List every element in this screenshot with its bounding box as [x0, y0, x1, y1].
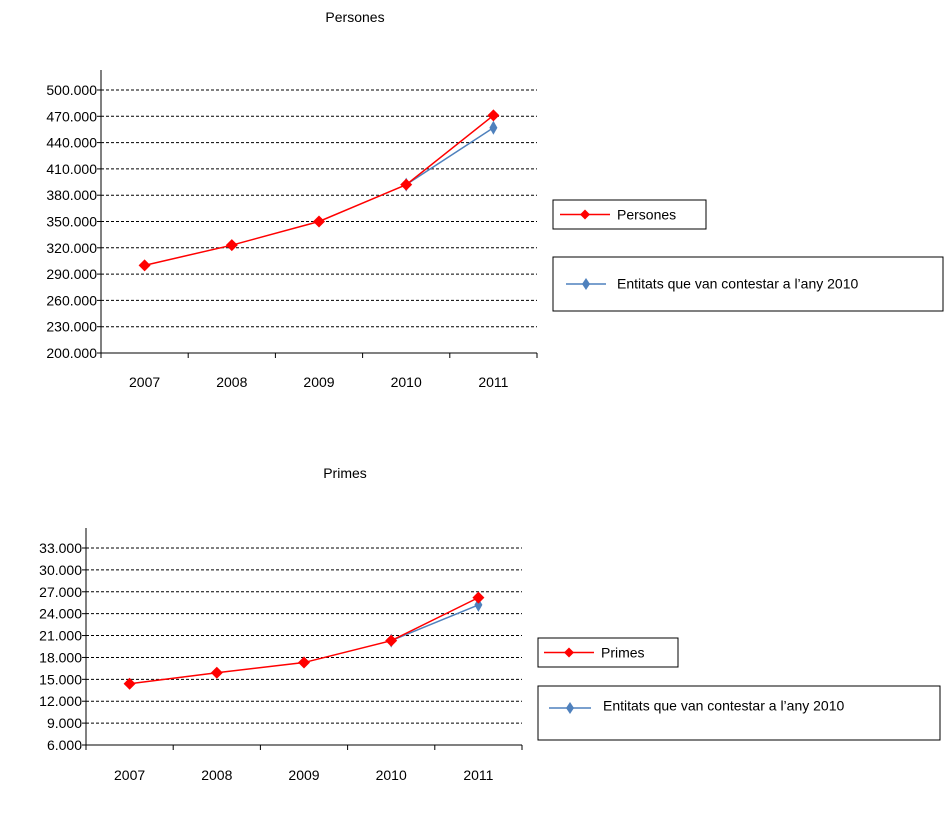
series-line: [406, 128, 493, 185]
x-tick-label: 2007: [129, 374, 160, 390]
y-tick-label: 15.000: [39, 671, 82, 687]
data-point: [489, 121, 497, 135]
y-tick-label: 18.000: [39, 649, 82, 665]
x-tick-label: 2007: [114, 767, 145, 783]
x-tick-label: 2008: [216, 374, 247, 390]
y-tick-label: 320.000: [46, 240, 97, 256]
data-point: [472, 592, 484, 604]
data-point: [211, 667, 223, 679]
data-point: [313, 216, 325, 228]
x-tick-label: 2009: [288, 767, 319, 783]
y-tick-label: 27.000: [39, 584, 82, 600]
x-tick-label: 2009: [303, 374, 334, 390]
y-tick-label: 30.000: [39, 562, 82, 578]
x-tick-label: 2008: [201, 767, 232, 783]
x-tick-label: 2011: [478, 374, 508, 390]
x-tick-label: 2010: [376, 767, 407, 783]
chart-title: Persones: [325, 9, 384, 25]
legend-label-2010: Entitats que van contestar a l’any 2010: [617, 276, 858, 292]
x-tick-label: 2010: [391, 374, 422, 390]
series-line: [391, 605, 478, 641]
y-tick-label: 21.000: [39, 628, 82, 644]
chart-persones: Persones 200.000 230.000 260.000 290.000 320…: [46, 9, 943, 390]
series-line: [145, 115, 494, 265]
y-tick-label: 410.000: [46, 161, 97, 177]
data-point: [385, 635, 397, 647]
chart-title: Primes: [323, 465, 367, 481]
legend: Primes Entitats que van contestar a l’an…: [538, 638, 940, 740]
y-tick-label: 33.000: [39, 540, 82, 556]
series-line: [130, 598, 479, 684]
y-tick-label: 290.000: [46, 266, 97, 282]
y-tick-label: 24.000: [39, 606, 82, 622]
data-point: [298, 657, 310, 669]
y-tick-label: 9.000: [47, 715, 82, 731]
legend-label-main: Persones: [617, 207, 676, 223]
data-point: [139, 259, 151, 271]
y-tick-label: 6.000: [47, 737, 82, 753]
legend: Persones Entitats que van contestar a l’…: [553, 200, 943, 311]
y-tick-label: 230.000: [46, 319, 97, 335]
legend-label-2010: Entitats que van contestar a l’any 2010: [603, 698, 844, 714]
y-tick-label: 500.000: [46, 82, 97, 98]
data-point: [226, 239, 238, 251]
y-tick-label: 260.000: [46, 292, 97, 308]
y-tick-label: 470.000: [46, 108, 97, 124]
y-tick-label: 350.000: [46, 214, 97, 230]
y-tick-label: 200.000: [46, 345, 97, 361]
y-tick-label: 12.000: [39, 693, 82, 709]
chart-primes: Primes 6.000 9.000 12.000 15.000 18.000 21.00…: [39, 465, 940, 783]
y-tick-label: 380.000: [46, 187, 97, 203]
y-tick-label: 440.000: [46, 135, 97, 151]
legend-label-main: Primes: [601, 645, 645, 661]
x-tick-label: 2011: [463, 767, 493, 783]
